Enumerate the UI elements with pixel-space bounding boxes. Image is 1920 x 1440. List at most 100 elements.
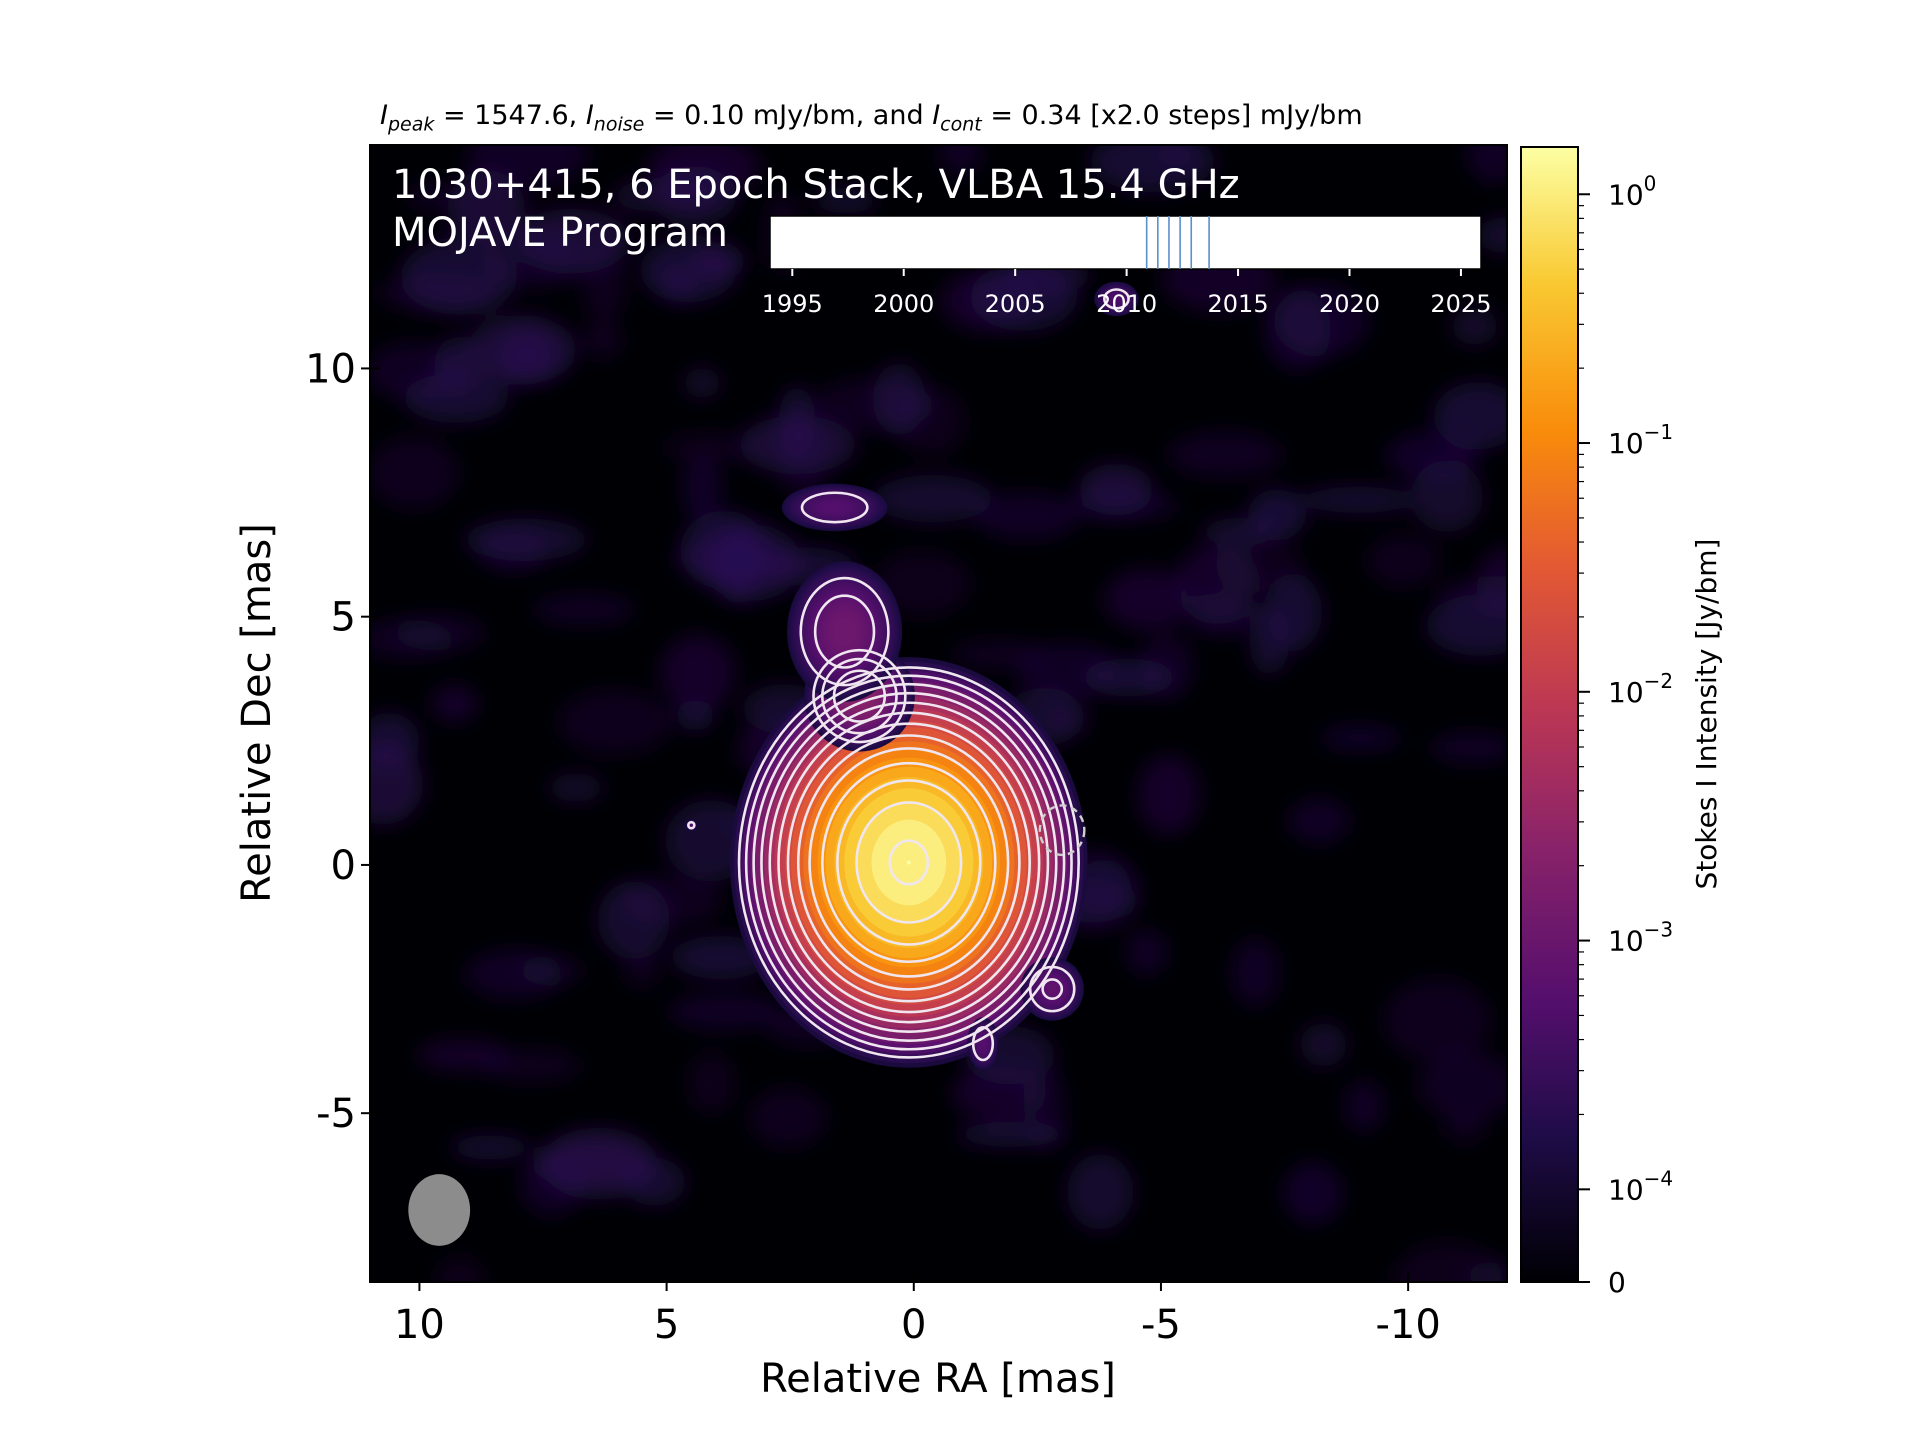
y-axis-label: Relative Dec [mas]: [234, 523, 280, 903]
contour-line: [687, 820, 696, 830]
contour-line: [760, 691, 1058, 1033]
contour-line: [836, 779, 982, 946]
noise-blob: [370, 342, 461, 401]
noise-blob: [1466, 145, 1507, 184]
colorbar: [1521, 147, 1578, 1282]
noise-blob: [1137, 754, 1200, 835]
noise-blob: [647, 145, 761, 200]
timeline-tick-label: 2010: [1096, 290, 1157, 318]
noise-blob: [624, 1157, 686, 1207]
contour-line: [752, 682, 1066, 1042]
noise-blob: [464, 518, 588, 561]
noise-blob: [749, 1088, 827, 1148]
noise-blob: [1043, 705, 1091, 734]
contour-line: [796, 734, 1021, 991]
y-tick-label: 5: [331, 595, 356, 641]
map-title: 1030+415, 6 Epoch Stack, VLBA 15.4 GHz: [392, 162, 1240, 208]
colorbar-tick-label: 10−2: [1608, 669, 1673, 709]
noise-blob: [970, 263, 1078, 331]
noise-blob: [1167, 430, 1283, 479]
noise-blob: [394, 614, 487, 651]
noise-blob: [1392, 1242, 1504, 1282]
timeline-tick-label: 2020: [1319, 290, 1380, 318]
noise-blob: [435, 1256, 484, 1282]
noise-blob: [681, 455, 723, 521]
y-tick-label: -5: [316, 1091, 356, 1137]
contour-line: [1028, 965, 1076, 1013]
timeline-tick-label: 2025: [1430, 290, 1491, 318]
colorbar-label: Stokes I Intensity [Jy/bm]: [1690, 539, 1723, 890]
noise-blob: [557, 689, 672, 755]
contour-line: [821, 761, 997, 964]
noise-blob: [431, 685, 479, 722]
contour-line: [737, 666, 1080, 1059]
noise-blob: [482, 231, 585, 289]
noise-blob: [1475, 216, 1507, 254]
noise-blob: [370, 712, 420, 768]
noise-blob: [1385, 430, 1480, 481]
noise-blob: [407, 182, 449, 211]
emission-level: [842, 629, 847, 634]
timeline-tick-label: 2000: [873, 290, 934, 318]
noise-blob: [688, 1052, 735, 1114]
y-axis: 10 5 0 -5: [305, 346, 379, 1137]
contour-line: [888, 839, 930, 886]
contour-line: [812, 648, 907, 744]
noise-blob: [1429, 731, 1507, 765]
noise-blob: [480, 1049, 582, 1083]
noise-blob: [973, 492, 1080, 540]
noise-blob: [1433, 381, 1507, 450]
noise-blob: [667, 992, 783, 1031]
noise-blob: [1140, 632, 1195, 700]
colorbar-frame: [1520, 146, 1579, 1283]
cont-sub: cont: [940, 113, 982, 136]
map-frame: [369, 144, 1508, 1283]
noise-blob: [582, 320, 623, 359]
contour-line: [855, 801, 963, 924]
contour-line: [832, 669, 887, 723]
noise-blob: [376, 272, 499, 314]
noise-blob: [1425, 594, 1507, 657]
noise-blob: [612, 180, 655, 216]
noise-blob: [1366, 535, 1440, 587]
noise-blob: [1215, 540, 1303, 591]
cont-symbol: I: [932, 100, 941, 131]
x-tick-label: 10: [394, 1302, 445, 1348]
emission-level: [980, 1041, 985, 1046]
colorbar-tick-label: 10−1: [1608, 420, 1673, 460]
y-tick-label: 0: [331, 843, 356, 889]
emission-component: [787, 561, 903, 702]
epoch-timeline: 1995 2000 2005 2010 2015 2020 2025: [762, 215, 1491, 318]
noise-blob: [1230, 937, 1280, 1008]
noise-blob: [1383, 979, 1492, 1062]
noise-blob: [872, 551, 971, 617]
noise-blob: [1282, 1161, 1344, 1225]
contour-layer: [687, 288, 1130, 1062]
contour-line: [808, 747, 1010, 978]
x-tick-label: -10: [1375, 1302, 1440, 1348]
noise-blob: [872, 362, 926, 436]
noise-blob: [956, 1121, 1068, 1147]
contour-line: [786, 722, 1031, 1003]
noise-blob: [1451, 306, 1498, 346]
noise-blob: [450, 1135, 531, 1160]
contour-line: [744, 674, 1073, 1051]
emission-component: [781, 483, 888, 532]
colorbar-ticks: 100 10−1 10−2 10−3 10−4 0: [1578, 171, 1673, 1299]
contour-line: [800, 491, 869, 524]
noise-blob: [1288, 797, 1350, 844]
negative-contour: [1038, 804, 1086, 857]
noise-blob: [370, 436, 459, 510]
noise-blob: [1103, 568, 1192, 631]
stats-line: Ipeak = 1547.6, Inoise = 0.10 mJy/bm, an…: [380, 100, 1363, 135]
beam-ellipse: [408, 1174, 471, 1246]
noise-value: = 0.10 mJy/bm, and: [652, 100, 924, 131]
colorbar-tick-label: 10−4: [1608, 1166, 1673, 1206]
noise-blob: [548, 773, 604, 802]
contour-line: [799, 576, 890, 687]
noise-blob: [1319, 725, 1402, 751]
noise-blob: [939, 145, 982, 177]
emission-level: [906, 860, 911, 865]
noise-blob: [1124, 929, 1168, 976]
